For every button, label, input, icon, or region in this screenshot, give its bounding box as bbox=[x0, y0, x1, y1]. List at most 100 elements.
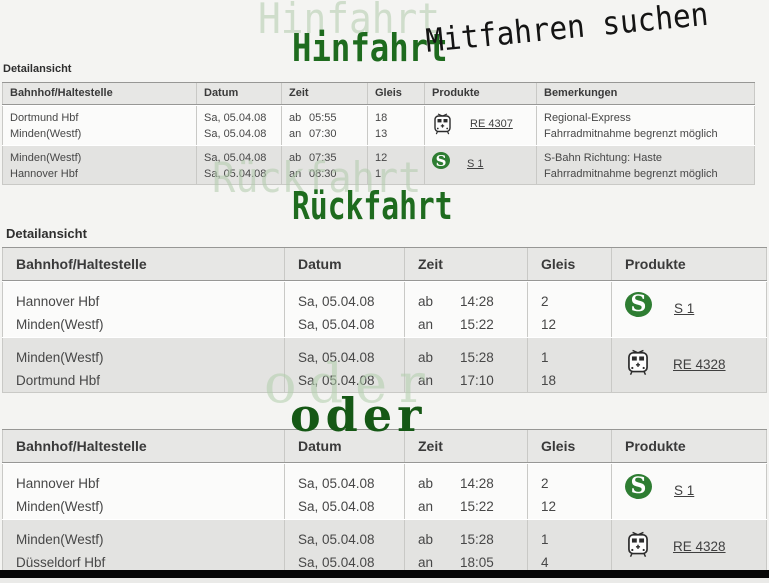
outbound-header-row: Bahnhof/Haltestelle Datum Zeit Gleis Pro… bbox=[2, 82, 755, 105]
column-header-date: Datum bbox=[285, 248, 405, 280]
time-cell: ab 07:35 an 08:30 bbox=[282, 146, 368, 185]
return-table: Bahnhof/Haltestelle Datum Zeit Gleis Pro… bbox=[2, 247, 767, 393]
date-to: Sa, 05.04.08 bbox=[204, 168, 267, 180]
column-header-remarks: Bemerkungen bbox=[537, 83, 755, 104]
column-header-date: Datum bbox=[285, 430, 405, 462]
arrival-time: 07:30 bbox=[309, 128, 337, 140]
remarks-cell: S-Bahn Richtung: Haste Fahrradmitnahme b… bbox=[537, 146, 755, 185]
column-header-time: Zeit bbox=[405, 248, 528, 280]
train-number-link[interactable]: RE 4328 bbox=[673, 357, 726, 372]
date-from: Sa, 05.04.08 bbox=[298, 294, 375, 309]
platform-to: 12 bbox=[541, 499, 557, 514]
platform-from: 12 bbox=[375, 152, 388, 164]
mitfahren-suchen-annotation: Mitfahren suchen bbox=[424, 0, 710, 60]
date-cell: Sa, 05.04.08 Sa, 05.04.08 bbox=[285, 520, 405, 575]
platform-from: 1 bbox=[541, 350, 549, 365]
platform-from: 1 bbox=[541, 532, 549, 547]
station-to: Minden(Westf) bbox=[10, 128, 82, 140]
bottom-strip bbox=[0, 578, 769, 583]
regional-train-icon bbox=[625, 530, 651, 559]
date-to: Sa, 05.04.08 bbox=[298, 555, 375, 570]
station-cell: Minden(Westf) Hannover Hbf bbox=[2, 146, 197, 185]
product-cell: RE 4307 bbox=[425, 106, 537, 145]
return-header-row: Bahnhof/Haltestelle Datum Zeit Gleis Pro… bbox=[2, 247, 767, 281]
station-cell: Minden(Westf) Düsseldorf Hbf bbox=[2, 520, 285, 575]
arrival-time: 08:30 bbox=[309, 168, 337, 180]
platform-from: 18 bbox=[375, 112, 388, 124]
alternative-table: Bahnhof/Haltestelle Datum Zeit Gleis Pro… bbox=[2, 429, 767, 575]
s-bahn-icon: S bbox=[625, 474, 652, 499]
column-header-platform: Gleis bbox=[528, 248, 612, 280]
arrival-label: an bbox=[418, 555, 434, 570]
arrival-label: an bbox=[418, 499, 434, 514]
station-to: Minden(Westf) bbox=[16, 317, 104, 332]
date-to: Sa, 05.04.08 bbox=[298, 373, 375, 388]
bottom-black-bar bbox=[0, 570, 769, 578]
arrival-label: an bbox=[418, 373, 434, 388]
product-cell: RE 4328 bbox=[612, 520, 767, 575]
arrival-time: 15:22 bbox=[460, 317, 494, 332]
departure-time: 15:28 bbox=[460, 350, 494, 365]
date-cell: Sa, 05.04.08 Sa, 05.04.08 bbox=[285, 338, 405, 393]
regional-train-icon bbox=[625, 348, 651, 377]
train-number-link[interactable]: RE 4307 bbox=[470, 118, 513, 130]
departure-label: ab bbox=[418, 294, 434, 309]
platform-to: 12 bbox=[541, 317, 557, 332]
train-number-link[interactable]: S 1 bbox=[674, 301, 695, 316]
platform-cell: 18 13 bbox=[368, 106, 425, 145]
remarks-cell: Regional-Express Fahrradmitnahme begrenz… bbox=[537, 106, 755, 145]
date-to: Sa, 05.04.08 bbox=[204, 128, 267, 140]
platform-cell: 1 4 bbox=[528, 520, 612, 575]
oder-heading: oder bbox=[290, 388, 427, 442]
column-header-products: Produkte bbox=[425, 83, 537, 104]
time-cell: ab 14:28 an 15:22 bbox=[405, 464, 528, 519]
column-header-station: Bahnhof/Haltestelle bbox=[2, 248, 285, 280]
platform-to: 1 bbox=[375, 168, 382, 180]
column-header-time: Zeit bbox=[405, 430, 528, 462]
remark-line: Fahrradmitnahme begrenzt möglich bbox=[544, 168, 718, 180]
station-to: Hannover Hbf bbox=[10, 168, 78, 180]
departure-label: ab bbox=[418, 476, 434, 491]
remark-line: Regional-Express bbox=[544, 112, 631, 124]
date-to: Sa, 05.04.08 bbox=[298, 317, 375, 332]
outbound-detail-label: Detailansicht bbox=[3, 63, 72, 75]
product-cell: S S 1 bbox=[612, 282, 767, 337]
departure-label: ab bbox=[418, 350, 434, 365]
table-row: Hannover Hbf Minden(Westf) Sa, 05.04.08 … bbox=[2, 282, 767, 337]
date-from: Sa, 05.04.08 bbox=[298, 476, 375, 491]
station-cell: Hannover Hbf Minden(Westf) bbox=[2, 464, 285, 519]
date-cell: Sa, 05.04.08 Sa, 05.04.08 bbox=[197, 106, 282, 145]
departure-label: ab bbox=[418, 532, 434, 547]
departure-label: ab bbox=[289, 152, 302, 164]
departure-label: ab bbox=[289, 112, 302, 124]
arrival-time: 18:05 bbox=[460, 555, 494, 570]
date-from: Sa, 05.04.08 bbox=[298, 350, 375, 365]
platform-to: 18 bbox=[541, 373, 557, 388]
station-from: Minden(Westf) bbox=[16, 350, 104, 365]
table-row: Minden(Westf) Dortmund Hbf Sa, 05.04.08 … bbox=[2, 338, 767, 393]
platform-from: 2 bbox=[541, 294, 549, 309]
departure-time: 05:55 bbox=[309, 112, 337, 124]
column-header-station: Bahnhof/Haltestelle bbox=[2, 83, 197, 104]
platform-cell: 12 1 bbox=[368, 146, 425, 185]
train-number-link[interactable]: S 1 bbox=[467, 158, 484, 170]
date-from: Sa, 05.04.08 bbox=[298, 532, 375, 547]
column-header-products: Produkte bbox=[612, 248, 767, 280]
station-from: Hannover Hbf bbox=[16, 476, 100, 491]
column-header-time: Zeit bbox=[282, 83, 368, 104]
time-cell: ab 05:55 an 07:30 bbox=[282, 106, 368, 145]
station-cell: Minden(Westf) Dortmund Hbf bbox=[2, 338, 285, 393]
platform-cell: 2 12 bbox=[528, 282, 612, 337]
station-to: Minden(Westf) bbox=[16, 499, 104, 514]
s-bahn-icon: S bbox=[432, 152, 450, 169]
hinfahrt-watermark: Hinfahrt bbox=[258, 0, 441, 43]
column-header-platform: Gleis bbox=[528, 430, 612, 462]
train-number-link[interactable]: S 1 bbox=[674, 483, 695, 498]
platform-to: 4 bbox=[541, 555, 549, 570]
alternative-header-row: Bahnhof/Haltestelle Datum Zeit Gleis Pro… bbox=[2, 429, 767, 463]
train-number-link[interactable]: RE 4328 bbox=[673, 539, 726, 554]
arrival-label: an bbox=[289, 168, 302, 180]
departure-time: 15:28 bbox=[460, 532, 494, 547]
station-cell: Dortmund Hbf Minden(Westf) bbox=[2, 106, 197, 145]
